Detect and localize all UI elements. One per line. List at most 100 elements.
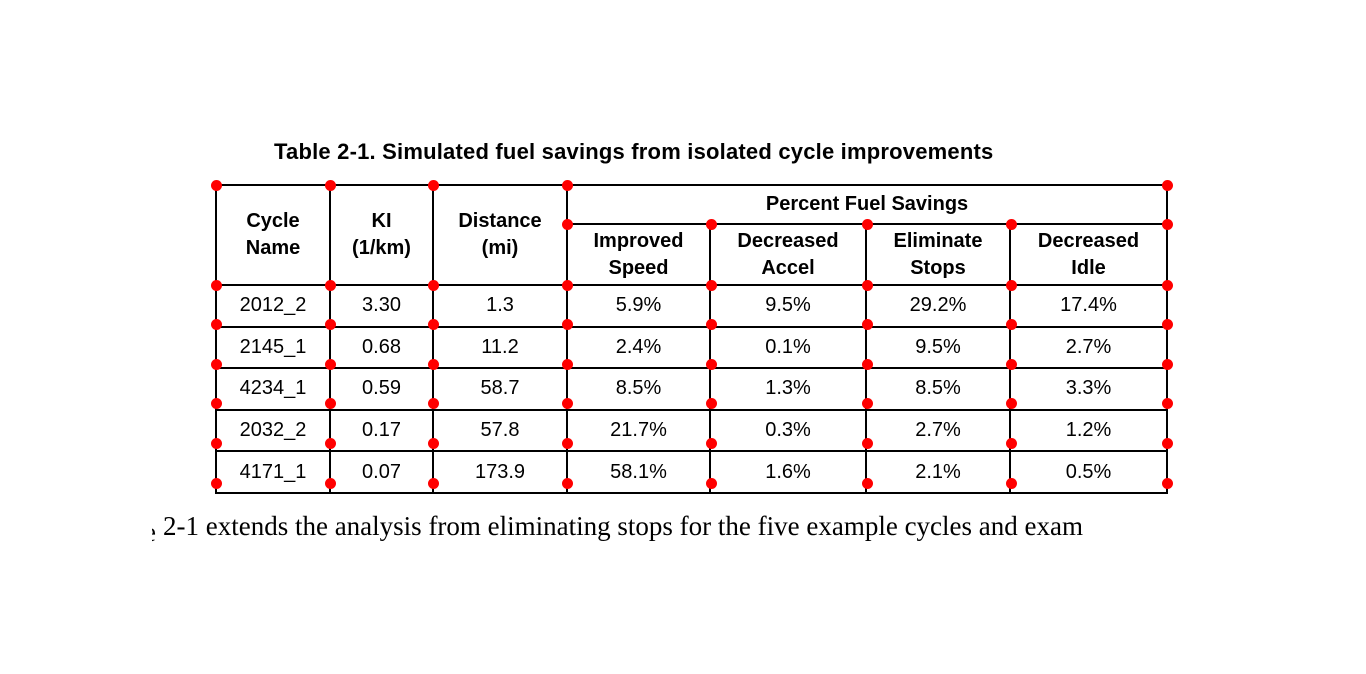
cell-improved-speed: 21.7% xyxy=(566,408,711,453)
corner-dot xyxy=(1005,478,1017,489)
corner-dot xyxy=(211,279,222,291)
cell-eliminate-stops: 8.5% xyxy=(865,367,1011,411)
corner-dot xyxy=(211,478,222,489)
cell-decreased-idle: 0.5% xyxy=(1008,450,1169,494)
corner-dot xyxy=(1162,478,1173,489)
corner-dot xyxy=(428,319,439,330)
corner-dot xyxy=(861,218,873,230)
cell-decreased-idle: 1.2% xyxy=(1008,408,1169,453)
col-header-decreased-idle: Decreased Idle xyxy=(1008,223,1169,286)
corner-dot xyxy=(1005,279,1017,291)
cell-ki: 0.68 xyxy=(329,325,434,370)
corner-dot xyxy=(1005,398,1017,409)
corner-dot xyxy=(1162,279,1173,291)
corner-dot xyxy=(861,398,873,409)
corner-dot xyxy=(861,358,873,370)
clipped-character-fragment: e xyxy=(152,517,157,553)
corner-dot xyxy=(861,279,873,291)
cell-distance: 1.3 xyxy=(432,284,568,328)
cell-ki: 3.30 xyxy=(329,284,434,328)
col-header-distance: Distance (mi) xyxy=(432,184,568,286)
corner-dot xyxy=(325,319,336,330)
corner-dot xyxy=(211,358,222,370)
col-header-cycle-name: Cycle Name xyxy=(215,184,331,286)
cell-eliminate-stops: 2.7% xyxy=(865,408,1011,453)
corner-dot xyxy=(325,358,336,370)
corner-dot xyxy=(325,279,336,291)
corner-dot xyxy=(562,358,573,370)
cell-decreased-idle: 17.4% xyxy=(1008,284,1169,328)
cell-decreased-accel: 0.1% xyxy=(709,325,867,370)
corner-dot xyxy=(325,478,336,489)
table-row: 4234_1 0.59 58.7 8.5% 1.3% 8.5% 3.3% xyxy=(215,367,1169,411)
fuel-savings-table: Cycle Name KI (1/km) Distance (mi) Perce… xyxy=(215,184,1169,494)
cell-decreased-accel: 1.3% xyxy=(709,367,867,411)
cell-distance: 57.8 xyxy=(432,408,568,453)
cell-eliminate-stops: 29.2% xyxy=(865,284,1011,328)
header-row-sub: Improved Speed Decreased Accel Eliminate… xyxy=(216,223,1169,286)
col-header-decreased-accel: Decreased Accel xyxy=(709,223,867,286)
corner-dot xyxy=(428,180,439,191)
header-row-group: Cycle Name KI (1/km) Distance (mi) Perce… xyxy=(215,184,1169,286)
corner-dot xyxy=(428,437,439,449)
corner-dot xyxy=(705,358,717,370)
table-row: 4171_1 0.07 173.9 58.1% 1.6% 2.1% 0.5% xyxy=(215,450,1169,494)
corner-dot xyxy=(562,437,573,449)
corner-dot xyxy=(705,398,717,409)
corner-dot xyxy=(1162,180,1173,191)
corner-dot xyxy=(1005,319,1017,330)
table-row: 2145_1 0.68 11.2 2.4% 0.1% 9.5% 2.7% xyxy=(215,325,1169,370)
corner-dot xyxy=(705,218,717,230)
table-row: 2012_2 3.30 1.3 5.9% 9.5% 29.2% 17.4% xyxy=(215,284,1169,328)
corner-dot xyxy=(705,279,717,291)
corner-dot xyxy=(1005,218,1017,230)
corner-dot xyxy=(211,319,222,330)
corner-dot xyxy=(705,437,717,449)
corner-dot xyxy=(861,437,873,449)
cell-cycle-name: 4234_1 xyxy=(215,367,331,411)
cell-eliminate-stops: 2.1% xyxy=(865,450,1011,494)
cell-cycle-name: 2145_1 xyxy=(215,325,331,370)
cell-distance: 58.7 xyxy=(432,367,568,411)
corner-dot xyxy=(705,319,717,330)
cell-decreased-accel: 1.6% xyxy=(709,450,867,494)
corner-dot xyxy=(861,478,873,489)
corner-dot xyxy=(325,398,336,409)
corner-dot xyxy=(861,319,873,330)
corner-dot xyxy=(562,398,573,409)
corner-dot xyxy=(1162,218,1173,230)
cell-ki: 0.07 xyxy=(329,450,434,494)
corner-dot xyxy=(1162,358,1173,370)
corner-dot xyxy=(325,437,336,449)
corner-dot xyxy=(428,279,439,291)
cell-improved-speed: 58.1% xyxy=(566,450,711,494)
corner-dot xyxy=(211,398,222,409)
corner-dot xyxy=(562,279,573,291)
cell-decreased-idle: 2.7% xyxy=(1008,325,1169,370)
corner-dot xyxy=(211,437,222,449)
col-header-eliminate-stops: Eliminate Stops xyxy=(865,223,1011,286)
corner-dot xyxy=(428,358,439,370)
corner-dot xyxy=(211,180,222,191)
cell-decreased-idle: 3.3% xyxy=(1008,367,1169,411)
corner-dot xyxy=(428,478,439,489)
corner-dot xyxy=(1005,358,1017,370)
cell-improved-speed: 5.9% xyxy=(566,284,711,328)
corner-dot xyxy=(562,218,573,230)
cell-decreased-accel: 0.3% xyxy=(709,408,867,453)
table-row: 2032_2 0.17 57.8 21.7% 0.3% 2.7% 1.2% xyxy=(215,408,1169,453)
corner-dot xyxy=(428,398,439,409)
cell-cycle-name: 2012_2 xyxy=(215,284,331,328)
corner-dot xyxy=(1162,319,1173,330)
corner-dot xyxy=(705,478,717,489)
cell-decreased-accel: 9.5% xyxy=(709,284,867,328)
corner-dot xyxy=(1162,437,1173,449)
corner-dot xyxy=(562,319,573,330)
cell-ki: 0.17 xyxy=(329,408,434,453)
corner-dot xyxy=(1162,398,1173,409)
corner-dot xyxy=(562,478,573,489)
cell-distance: 11.2 xyxy=(432,325,568,370)
cell-eliminate-stops: 9.5% xyxy=(865,325,1011,370)
corner-dot xyxy=(325,180,336,191)
